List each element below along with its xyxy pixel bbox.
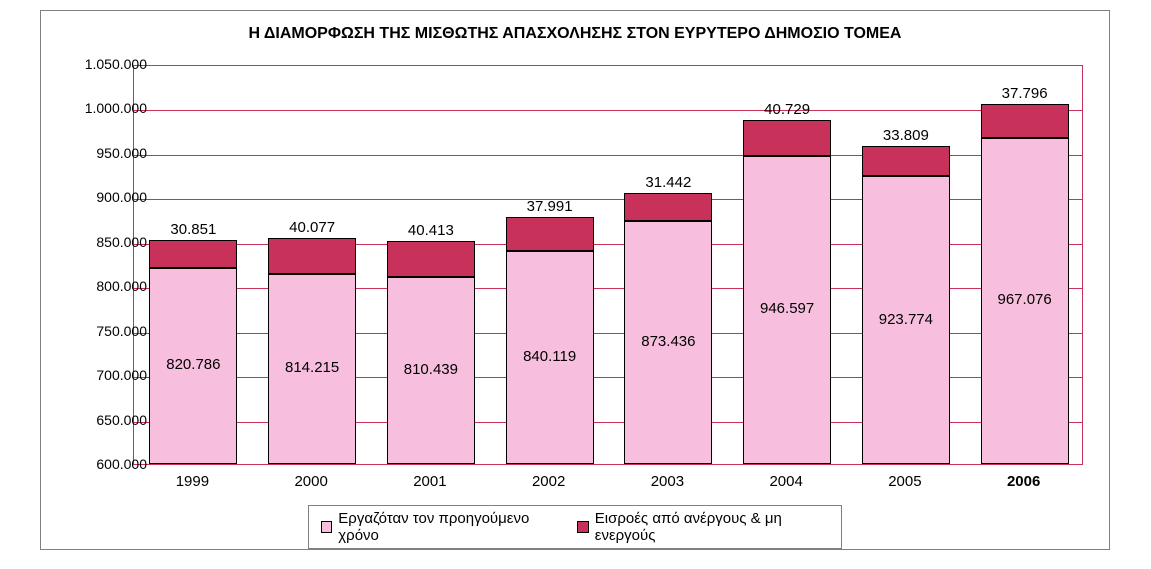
y-tick-label: 600.000 <box>57 456 147 472</box>
bar-group: 946.59740.729 <box>743 120 831 464</box>
y-tick-label: 1.050.000 <box>57 56 147 72</box>
x-tick-label: 2006 <box>964 473 1083 490</box>
x-tick-label: 2002 <box>489 473 608 490</box>
bar-value-top: 33.809 <box>862 127 950 144</box>
bar-segment-bottom <box>624 221 712 464</box>
x-tick-label: 2001 <box>371 473 490 490</box>
bar-value-top: 40.729 <box>743 101 831 118</box>
legend-swatch-bottom <box>321 521 332 533</box>
bar-value-top: 37.796 <box>981 85 1069 102</box>
bar-segment-top <box>149 240 237 267</box>
gridline <box>134 110 1082 111</box>
bar-segment-top <box>862 146 950 176</box>
bar-value-top: 30.851 <box>149 221 237 238</box>
y-tick-label: 750.000 <box>57 323 147 339</box>
bar-segment-bottom <box>506 251 594 464</box>
bar-segment-top <box>624 193 712 221</box>
chart-title: Η ΔΙΑΜΟΡΦΩΣΗ ΤΗΣ ΜΙΣΘΩΤΗΣ ΑΠΑΣΧΟΛΗΣΗΣ ΣΤ… <box>41 25 1109 43</box>
y-tick-label: 800.000 <box>57 278 147 294</box>
bar-segment-top <box>387 241 475 277</box>
bar-group: 873.43631.442 <box>624 193 712 464</box>
y-tick-label: 900.000 <box>57 189 147 205</box>
legend-label-bottom: Εργαζόταν τον προηγούμενο χρόνο <box>338 510 557 544</box>
plot-area: 820.78630.851 814.21540.077 810.43940.413 8… <box>133 65 1083 465</box>
bar-segment-bottom <box>149 268 237 464</box>
x-tick-label: 2000 <box>252 473 371 490</box>
bar-segment-top <box>268 238 356 274</box>
bar-group: 810.43940.413 <box>387 241 475 464</box>
x-tick-label: 1999 <box>133 473 252 490</box>
bar-segment-bottom <box>268 274 356 464</box>
bar-segment-top <box>981 104 1069 138</box>
legend-label-top: Εισροές από ανέργους & μη ενεργούς <box>595 510 829 544</box>
legend-item-bottom: Εργαζόταν τον προηγούμενο χρόνο <box>321 510 557 544</box>
bar-value-top: 40.413 <box>387 222 475 239</box>
bar-segment-top <box>506 217 594 251</box>
x-tick-label: 2004 <box>727 473 846 490</box>
bar-group: 967.07637.796 <box>981 104 1069 464</box>
bar-group: 923.77433.809 <box>862 146 950 464</box>
bar-value-top: 31.442 <box>624 174 712 191</box>
bar-value-top: 37.991 <box>506 198 594 215</box>
bar-group: 820.78630.851 <box>149 240 237 464</box>
bar-segment-bottom <box>981 138 1069 464</box>
legend-swatch-top <box>577 521 588 533</box>
bar-value-top: 40.077 <box>268 219 356 236</box>
bar-segment-bottom <box>387 277 475 464</box>
bar-group: 814.21540.077 <box>268 238 356 464</box>
y-tick-label: 650.000 <box>57 412 147 428</box>
chart-container: Η ΔΙΑΜΟΡΦΩΣΗ ΤΗΣ ΜΙΣΘΩΤΗΣ ΑΠΑΣΧΟΛΗΣΗΣ ΣΤ… <box>40 10 1110 550</box>
bar-segment-top <box>743 120 831 156</box>
legend-item-top: Εισροές από ανέργους & μη ενεργούς <box>577 510 829 544</box>
x-tick-label: 2003 <box>608 473 727 490</box>
y-tick-label: 1.000.000 <box>57 100 147 116</box>
y-tick-label: 850.000 <box>57 234 147 250</box>
x-tick-label: 2005 <box>846 473 965 490</box>
y-tick-label: 950.000 <box>57 145 147 161</box>
bar-segment-bottom <box>743 156 831 464</box>
y-tick-label: 700.000 <box>57 367 147 383</box>
legend: Εργαζόταν τον προηγούμενο χρόνο Εισροές … <box>308 505 842 549</box>
bar-segment-bottom <box>862 176 950 464</box>
bar-group: 840.11937.991 <box>506 217 594 464</box>
